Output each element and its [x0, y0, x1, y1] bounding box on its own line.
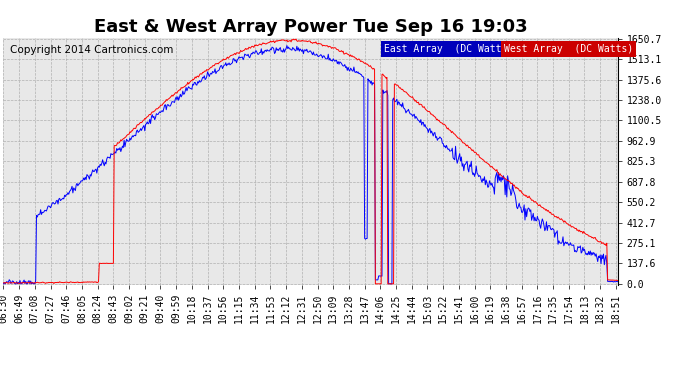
Title: East & West Array Power Tue Sep 16 19:03: East & West Array Power Tue Sep 16 19:03: [94, 18, 527, 36]
Text: East Array  (DC Watts): East Array (DC Watts): [384, 44, 513, 54]
Text: West Array  (DC Watts): West Array (DC Watts): [504, 44, 633, 54]
Text: Copyright 2014 Cartronics.com: Copyright 2014 Cartronics.com: [10, 45, 173, 55]
